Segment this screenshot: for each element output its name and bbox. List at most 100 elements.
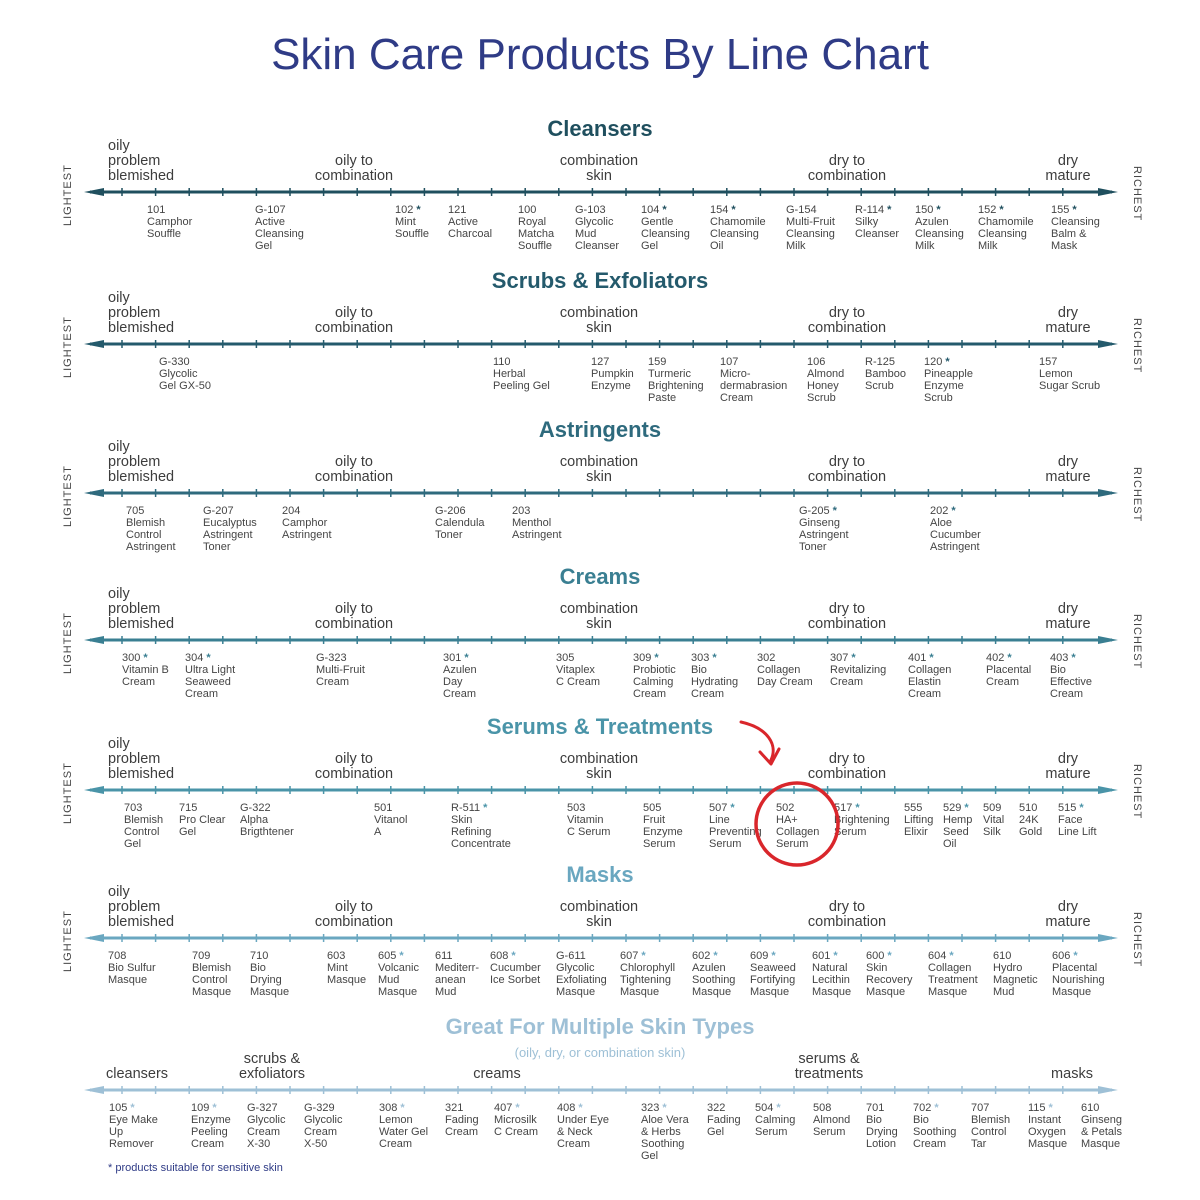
product-code: 307 <box>830 652 849 664</box>
product-item: G-207 Eucalyptus Astringent Toner <box>203 505 257 553</box>
product-name-line: Lemon <box>1039 368 1073 380</box>
product-name-line: Toner <box>435 529 463 541</box>
product-item: 204 Camphor Astringent <box>282 505 332 541</box>
product-name-line: Active <box>255 216 285 228</box>
product-code: 101 <box>147 204 166 216</box>
product-name-line: Gel GX-50 <box>159 380 211 392</box>
section-title: Astringents <box>538 417 662 442</box>
product-name-line: Fruit <box>643 814 665 826</box>
product-item: G-322 Alpha Brigthtener <box>240 802 294 838</box>
product-name-line: Day <box>443 676 463 688</box>
product-item: G-327 Glycolic Cream X-30 <box>247 1102 286 1150</box>
product-item: 609 * Seaweed Fortifying Masque <box>750 950 796 998</box>
product-item: 710 Bio Drying Masque <box>250 950 289 998</box>
skin-type-line: problem <box>108 305 161 321</box>
product-name-line: Probiotic <box>633 664 676 676</box>
product-item: 508 Almond Serum <box>813 1102 850 1138</box>
sensitive-skin-asterisk: * <box>731 204 736 216</box>
product-name-line: Masque <box>1081 1138 1121 1150</box>
skin-type-line: blemished <box>108 168 175 184</box>
skin-type-line: mature <box>1045 766 1091 782</box>
skin-type-label: dry mature <box>1045 154 1090 184</box>
axis-arrow-left <box>84 340 104 348</box>
product-name-line: Serum <box>755 1126 788 1138</box>
product-name-line: Cleansing <box>978 228 1027 240</box>
product-name-line: Cleansing <box>641 228 690 240</box>
product-name-line: Masque <box>928 986 968 998</box>
skin-type-label: oily problem blemished <box>108 587 174 632</box>
skin-type-label: oily to combination <box>315 752 393 782</box>
product-item: 402 * Placental Cream <box>986 652 1031 688</box>
product-name-line: Collagen <box>928 962 972 974</box>
product-name-line: Sugar Scrub <box>1039 380 1101 392</box>
skin-type-label: creams <box>473 1067 521 1082</box>
product-name-line: Cleansing <box>710 228 759 240</box>
product-name-line: Bio Sulfur <box>108 962 156 974</box>
product-item: 505 Fruit Enzyme Serum <box>643 802 683 850</box>
skin-type-label: dry mature <box>1045 752 1090 782</box>
product-name-line: Vital <box>983 814 1005 826</box>
skin-type-line: skin <box>586 168 612 184</box>
product-name-line: Turmeric <box>648 368 691 380</box>
sensitive-skin-asterisk: * <box>851 652 856 664</box>
sensitive-skin-asterisk: * <box>887 204 892 216</box>
product-item: G-206 Calendula Toner <box>435 505 485 541</box>
product-item: 515 * Face Line Lift <box>1058 802 1097 838</box>
product-item: 303 * Bio Hydrating Cream <box>691 652 738 700</box>
product-code: 709 <box>192 950 211 962</box>
skin-type-line: dry to <box>828 153 866 169</box>
axis-arrow-left <box>84 489 104 497</box>
skin-type-label: oily to combination <box>315 154 393 184</box>
product-name-line: Bio <box>913 1114 929 1126</box>
skin-type-line: dry <box>1057 305 1079 321</box>
product-name-line: Elastin <box>908 676 942 688</box>
product-item: 115 * Instant Oxygen Masque <box>1028 1102 1067 1150</box>
product-item: G-205 * Ginseng Astringent Toner <box>799 505 849 553</box>
sensitive-skin-asterisk: * <box>964 802 969 814</box>
skin-type-line: dry <box>1057 601 1079 617</box>
section-title: Serums & Treatments <box>486 714 714 739</box>
product-item: R-114 * Silky Cleanser <box>855 204 899 240</box>
product-name-line: Collagen <box>776 826 820 838</box>
skin-type-line: skin <box>586 469 612 485</box>
product-name-line: Instant <box>1028 1114 1062 1126</box>
product-item: 307 * Revitalizing Cream <box>830 652 886 688</box>
product-code: 510 <box>1019 802 1038 814</box>
product-code: 607 <box>620 950 639 962</box>
product-name-line: Ice Sorbet <box>490 974 541 986</box>
product-name-line: Recovery <box>866 974 913 986</box>
product-item: 120 * Pineapple Enzyme Scrub <box>924 356 973 404</box>
product-item: 608 * Cucumber Ice Sorbet <box>490 950 541 986</box>
axis-arrow-right <box>1098 786 1118 794</box>
product-name-line: Gel <box>124 838 142 850</box>
product-item: 403 * Bio Effective Cream <box>1050 652 1092 700</box>
product-item: 154 * Chamomile Cleansing Oil <box>710 204 766 252</box>
product-name-line: Balm & <box>1051 228 1087 240</box>
axis <box>84 489 1118 497</box>
product-name-line: Lifting <box>904 814 934 826</box>
product-name-line: Camphor <box>282 517 328 529</box>
sensitive-skin-asterisk: * <box>949 950 954 962</box>
product-name-line: X-50 <box>304 1138 328 1150</box>
sensitive-skin-asterisk: * <box>641 950 646 962</box>
product-name-line: C Cream <box>556 676 601 688</box>
product-item: 606 * Placental Nourishing Masque <box>1052 950 1105 998</box>
product-name-line: Azulen <box>692 962 726 974</box>
skin-type-label: dry to combination <box>808 455 886 485</box>
product-line-section: Cleansers oily problem blemished oily to comb… <box>0 116 1200 272</box>
product-name-line: Gel <box>179 826 197 838</box>
skin-type-line: cleansers <box>105 1066 169 1082</box>
product-name-line: Tightening <box>620 974 671 986</box>
product-code: 403 <box>1050 652 1069 664</box>
skin-type-line: dry <box>1057 751 1079 767</box>
sensitive-skin-asterisk: * <box>399 950 404 962</box>
product-code: 606 <box>1052 950 1071 962</box>
axis-arrow-left <box>84 1086 104 1094</box>
product-item: 106 Almond Honey Scrub <box>807 356 844 404</box>
sensitive-skin-asterisk: * <box>212 1102 217 1114</box>
product-item: 555 Lifting Elixir <box>904 802 933 838</box>
product-item: 501 Vitanol A <box>374 802 407 838</box>
skin-type-line: dry <box>1057 899 1079 915</box>
skin-type-line: oily to <box>335 899 373 915</box>
product-name-line: Gel <box>641 1150 659 1162</box>
